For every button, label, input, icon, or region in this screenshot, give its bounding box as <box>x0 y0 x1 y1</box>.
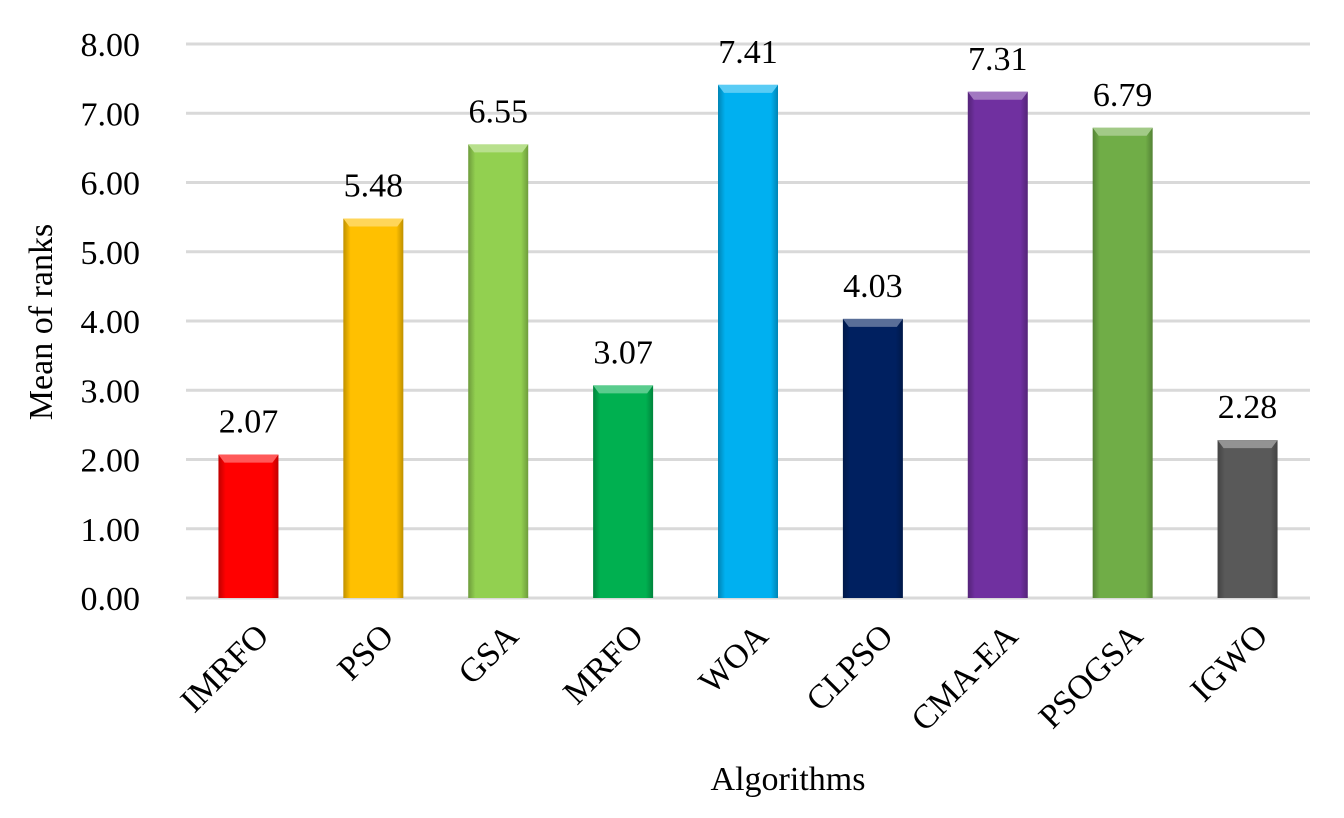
bar-pso <box>343 218 404 598</box>
data-label: 4.03 <box>843 268 903 305</box>
bar-body <box>1092 127 1153 598</box>
bar-clpso <box>842 318 903 598</box>
category-label: CMA-EA <box>904 617 1025 738</box>
category-label: WOA <box>692 617 776 701</box>
data-label: 2.07 <box>219 404 279 441</box>
bar-body <box>218 454 279 598</box>
bar-psogsa <box>1092 127 1153 598</box>
bar-imrfo <box>218 454 279 598</box>
category-label: IGWO <box>1184 617 1276 709</box>
bar-bevel <box>343 218 404 227</box>
y-tick-label: 3.00 <box>81 373 141 410</box>
bar-cma-ea <box>967 91 1028 598</box>
data-label: 2.28 <box>1218 389 1278 426</box>
y-axis-ticks: 0.00 1.00 2.00 3.00 4.00 5.00 6.00 7.00 8.00 <box>81 27 141 618</box>
bar-bevel <box>218 454 279 463</box>
bar-bevel <box>967 91 1028 100</box>
data-label: 5.48 <box>344 168 404 205</box>
bar-bevel <box>1092 127 1153 136</box>
bar-body <box>1217 440 1278 598</box>
y-tick-label: 6.00 <box>81 166 141 203</box>
y-tick-label: 0.00 <box>81 581 141 618</box>
bar-body <box>343 218 404 598</box>
category-label: IMRFO <box>174 617 276 719</box>
data-label: 6.79 <box>1093 77 1153 114</box>
x-axis-categories: IMRFO PSO GSA MRFO WOA CLPSO CMA-EA PSOGSA IGWO <box>174 617 1275 738</box>
y-tick-label: 2.00 <box>81 443 141 480</box>
bar-body <box>593 385 654 598</box>
bar-bevel <box>842 318 903 327</box>
data-label: 3.07 <box>593 334 653 371</box>
bars <box>218 84 1278 599</box>
y-tick-label: 7.00 <box>81 96 141 133</box>
bar-body <box>967 91 1028 598</box>
category-label: CLPSO <box>800 617 901 718</box>
category-label: PSOGSA <box>1032 617 1151 736</box>
category-label: MRFO <box>556 617 650 711</box>
data-label: 7.31 <box>968 41 1028 78</box>
bar-igwo <box>1217 440 1278 598</box>
category-label: GSA <box>452 617 527 692</box>
y-tick-label: 4.00 <box>81 304 141 341</box>
bar-bevel <box>468 144 529 153</box>
bar-bevel <box>718 84 778 93</box>
y-tick-label: 5.00 <box>81 235 141 272</box>
bar-bevel <box>593 385 654 394</box>
bar-body <box>842 318 903 598</box>
y-tick-label: 8.00 <box>81 27 141 64</box>
bar-woa <box>718 84 778 599</box>
bar-body <box>718 84 778 599</box>
y-axis-title: Mean of ranks <box>23 224 60 420</box>
y-tick-label: 1.00 <box>81 512 141 549</box>
data-labels: 2.07 5.48 6.55 3.07 7.41 4.03 7.31 6.79 2.28 <box>219 34 1278 441</box>
data-label: 6.55 <box>468 93 528 130</box>
bar-mrfo <box>593 385 654 598</box>
bar-bevel <box>1217 440 1278 449</box>
bar-body <box>468 144 529 598</box>
category-label: PSO <box>331 617 401 687</box>
x-axis-title: Algorithms <box>711 761 866 798</box>
data-label: 7.41 <box>718 34 778 71</box>
bar-gsa <box>468 144 529 598</box>
